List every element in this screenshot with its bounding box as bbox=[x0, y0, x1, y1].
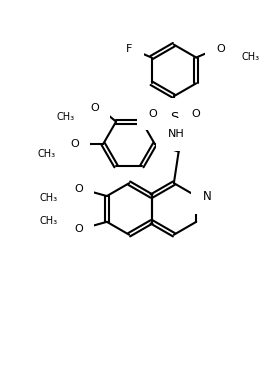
Text: F: F bbox=[126, 44, 132, 54]
Text: O: O bbox=[90, 103, 99, 113]
Text: CH₃: CH₃ bbox=[37, 150, 55, 160]
Text: CH₃: CH₃ bbox=[39, 193, 57, 203]
Text: CH₃: CH₃ bbox=[57, 112, 75, 122]
Text: CH₃: CH₃ bbox=[241, 51, 259, 62]
Text: O: O bbox=[216, 44, 225, 54]
Text: O: O bbox=[191, 109, 200, 119]
Text: NH: NH bbox=[167, 129, 184, 140]
Text: CH₃: CH₃ bbox=[39, 216, 57, 226]
Text: O: O bbox=[74, 225, 83, 235]
Text: O: O bbox=[70, 139, 79, 149]
Text: S: S bbox=[170, 111, 178, 124]
Text: O: O bbox=[74, 184, 83, 194]
Text: N: N bbox=[203, 189, 212, 203]
Text: O: O bbox=[148, 109, 157, 119]
